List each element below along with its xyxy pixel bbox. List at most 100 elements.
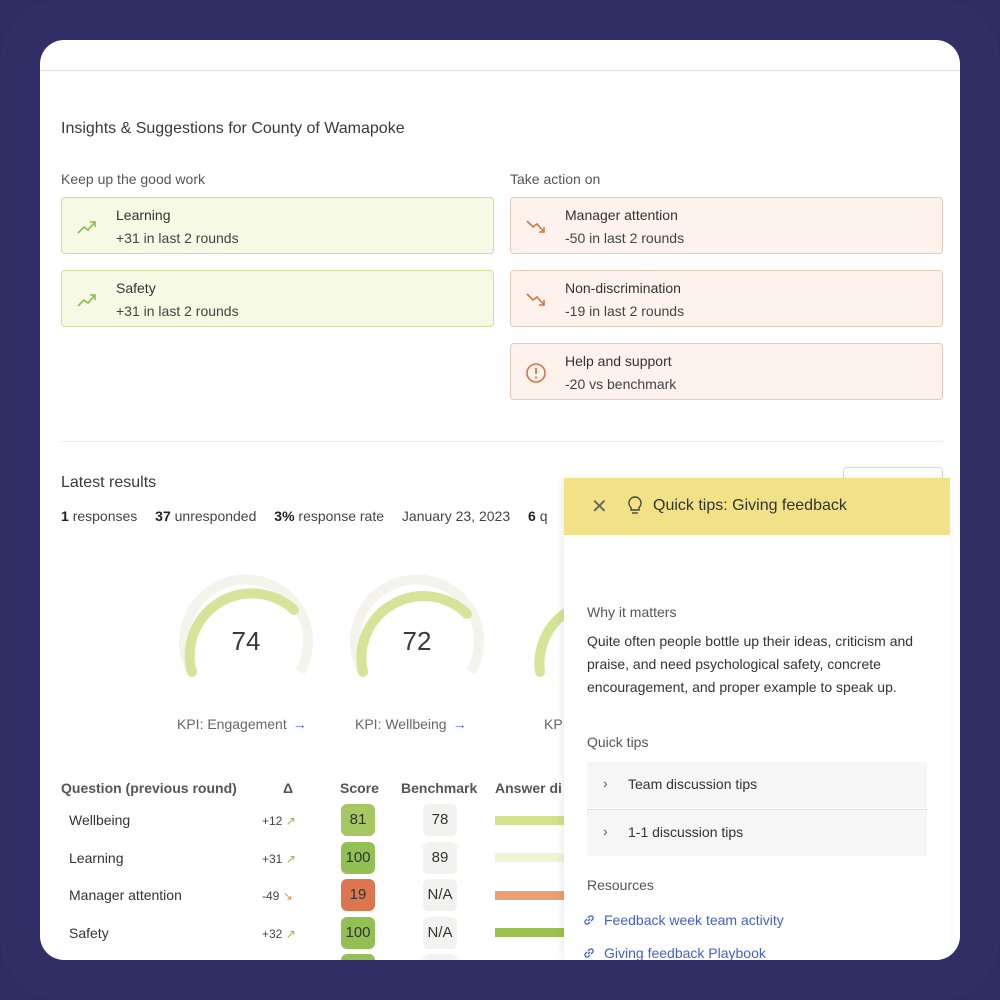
arrow-right-icon: → bbox=[452, 716, 467, 732]
resource-link-playbook[interactable]: Giving feedback Playbook bbox=[604, 945, 766, 960]
card-detail: -19 in last 2 rounds bbox=[565, 303, 685, 319]
quick-tips-panel: ✕ Quick tips: Giving feedback Why it mat… bbox=[564, 478, 950, 960]
why-it-matters-body: Quite often people bottle up their ideas… bbox=[587, 633, 914, 695]
accordion-label: Team discussion tips bbox=[628, 776, 758, 792]
card-detail: -50 in last 2 rounds bbox=[565, 230, 685, 246]
unresponded-count: 37 bbox=[155, 508, 171, 524]
arrow-right-icon: → bbox=[292, 716, 307, 732]
kpi-label: KPI: Engagement bbox=[177, 716, 287, 732]
kpi-label: KPI: Wellbeing bbox=[355, 716, 447, 732]
gauge-engagement-value: 74 bbox=[231, 626, 261, 656]
trend-up-icon: ↗ bbox=[285, 927, 296, 941]
table-row-delta: +31 ↗ bbox=[262, 852, 296, 866]
questions-label: q bbox=[539, 508, 548, 524]
card-detail: +31 in last 2 rounds bbox=[116, 230, 239, 246]
col-header-delta[interactable]: Δ bbox=[283, 780, 294, 796]
alert-circle-icon bbox=[526, 363, 546, 383]
col-header-answer-distribution[interactable]: Answer di bbox=[495, 780, 562, 796]
gauge-engagement-arc bbox=[184, 588, 299, 677]
response-rate-label: response rate bbox=[298, 508, 385, 524]
link-icon bbox=[584, 915, 594, 925]
insights-title: Insights & Suggestions for County of Wam… bbox=[61, 120, 405, 137]
gauge-engagement bbox=[179, 574, 313, 677]
col-header-score[interactable]: Score bbox=[340, 780, 379, 796]
trend-up-icon: ↗ bbox=[285, 814, 296, 828]
delta-value: +12 bbox=[262, 814, 283, 828]
table-row-question[interactable]: Wellbeing bbox=[69, 812, 131, 828]
score-pill: 100 bbox=[341, 917, 375, 949]
gauge-wellbeing bbox=[350, 574, 484, 677]
col-header-question[interactable]: Question (previous round) bbox=[61, 780, 237, 796]
gauge-third-partial bbox=[534, 609, 564, 677]
gauge-wellbeing-value: 72 bbox=[402, 626, 432, 656]
unresponded-label: unresponded bbox=[174, 508, 257, 524]
chevron-right-icon: › bbox=[603, 823, 608, 839]
trend-up-icon: ↗ bbox=[285, 852, 296, 866]
quick-tips-heading: Quick tips bbox=[587, 734, 649, 750]
trend-up-icon bbox=[77, 221, 96, 234]
close-icon[interactable]: ✕ bbox=[591, 496, 608, 518]
kpi-label: KP bbox=[544, 716, 563, 732]
good-work-heading: Keep up the good work bbox=[61, 171, 205, 187]
header-divider bbox=[40, 70, 960, 71]
link-icon bbox=[584, 948, 594, 958]
benchmark-pill: 89 bbox=[423, 842, 457, 874]
accordion-label: 1-1 discussion tips bbox=[628, 824, 744, 840]
table-row-delta: +32 ↗ bbox=[262, 927, 296, 941]
section-divider bbox=[61, 441, 943, 442]
answer-distribution-bar bbox=[495, 853, 564, 862]
kpi-engagement-link[interactable]: KPI: Engagement → bbox=[177, 716, 307, 732]
score-pill: 81 bbox=[341, 804, 375, 836]
kpi-wellbeing-link[interactable]: KPI: Wellbeing → bbox=[355, 716, 467, 732]
results-stats: 1 responses 37 unresponded 3% response r… bbox=[61, 508, 547, 524]
accordion-1-1-discussion-tips[interactable]: › 1-1 discussion tips bbox=[587, 810, 927, 856]
app-screen: Insights & Suggestions for County of Wam… bbox=[40, 40, 960, 960]
col-header-benchmark[interactable]: Benchmark bbox=[401, 780, 478, 796]
trend-down-icon bbox=[526, 293, 545, 306]
lightbulb-icon bbox=[628, 496, 642, 514]
score-pill-partial bbox=[341, 954, 375, 960]
trend-up-icon bbox=[77, 294, 96, 307]
accordion-divider bbox=[587, 809, 927, 810]
insight-card-learning[interactable]: Learning +31 in last 2 rounds bbox=[61, 197, 494, 254]
trend-down-icon: ↘ bbox=[282, 889, 293, 903]
why-it-matters-heading: Why it matters bbox=[587, 604, 677, 620]
benchmark-pill: N/A bbox=[423, 879, 457, 911]
response-rate-value: 3% bbox=[274, 508, 295, 524]
benchmark-pill-partial bbox=[423, 954, 457, 960]
table-row-delta: -49 ↘ bbox=[262, 889, 293, 903]
card-title: Help and support bbox=[565, 353, 672, 369]
responses-label: responses bbox=[72, 508, 138, 524]
card-title: Learning bbox=[116, 207, 171, 223]
quick-tips-title: Quick tips: Giving feedback bbox=[653, 497, 847, 514]
kpi-third-link[interactable]: KP bbox=[544, 716, 563, 732]
answer-distribution-bar bbox=[495, 891, 564, 900]
table-row-question[interactable]: Learning bbox=[69, 850, 124, 866]
trend-down-icon bbox=[526, 220, 545, 233]
benchmark-pill: N/A bbox=[423, 917, 457, 949]
table-row-question[interactable]: Manager attention bbox=[69, 887, 182, 903]
card-detail: -20 vs benchmark bbox=[565, 376, 677, 392]
table-row-delta: +12 ↗ bbox=[262, 814, 296, 828]
table-row-question[interactable]: Safety bbox=[69, 925, 109, 941]
card-detail: +31 in last 2 rounds bbox=[116, 303, 239, 319]
insight-card-manager-attention[interactable]: Manager attention -50 in last 2 rounds bbox=[510, 197, 943, 254]
card-title: Safety bbox=[116, 280, 156, 296]
gauge-wellbeing-arc bbox=[356, 591, 472, 677]
chevron-right-icon: › bbox=[603, 775, 608, 791]
resources-heading: Resources bbox=[587, 877, 654, 893]
results-date: January 23, 2023 bbox=[401, 508, 511, 524]
delta-value: +32 bbox=[262, 927, 283, 941]
resource-link-feedback-week[interactable]: Feedback week team activity bbox=[604, 912, 784, 928]
quick-tips-header: ✕ Quick tips: Giving feedback bbox=[564, 478, 950, 535]
responses-count: 1 bbox=[61, 508, 69, 524]
accordion-team-discussion-tips[interactable]: › Team discussion tips bbox=[587, 762, 927, 808]
card-title: Manager attention bbox=[565, 207, 678, 223]
delta-value: +31 bbox=[262, 852, 283, 866]
questions-count: 6 bbox=[528, 508, 536, 524]
delta-value: -49 bbox=[262, 889, 280, 903]
insight-card-safety[interactable]: Safety +31 in last 2 rounds bbox=[61, 270, 494, 327]
insight-card-help-and-support[interactable]: Help and support -20 vs benchmark bbox=[510, 343, 943, 400]
insight-card-non-discrimination[interactable]: Non-discrimination -19 in last 2 rounds bbox=[510, 270, 943, 327]
